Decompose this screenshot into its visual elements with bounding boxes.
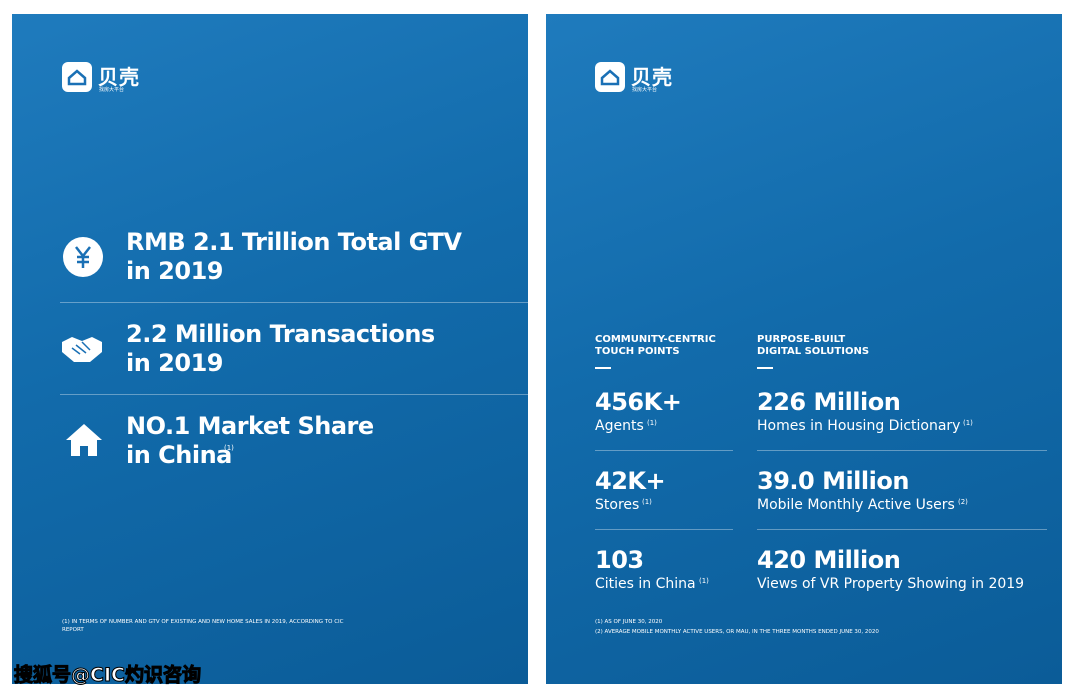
divider [595, 529, 733, 530]
divider [757, 529, 1047, 530]
footnote-ref: (1) [224, 444, 234, 452]
yen-icon [63, 237, 103, 277]
right-panel: 贝壳 找房大平台 COMMUNITY-CENTRIC TOUCH POINTS 4… [546, 14, 1062, 684]
stat-label: Agents [595, 418, 644, 434]
footnote-ref: (1) [642, 498, 652, 506]
footnote: (1) IN TERMS OF NUMBER AND GTV OF EXISTI… [62, 619, 344, 633]
stat-value: 39.0 Million [757, 467, 909, 495]
divider [595, 450, 733, 451]
item-line1: NO.1 Market Share [126, 412, 374, 440]
footnote-ref: (1) [699, 577, 709, 585]
item-line1: 2.2 Million Transactions [126, 320, 435, 348]
stat-label: Mobile Monthly Active Users [757, 497, 955, 513]
stat-label: Stores [595, 497, 640, 513]
footnote-ref: (1) [647, 419, 657, 427]
item-line2: in 2019 [126, 257, 223, 285]
column-header: PURPOSE-BUILT DIGITAL SOLUTIONS [757, 334, 870, 357]
house-icon [66, 424, 102, 456]
handshake-icon [62, 337, 102, 362]
stat-value: 456K+ [595, 388, 682, 416]
logo-tagline: 找房大平台 [99, 87, 125, 93]
footnote-ref: (2) [958, 498, 968, 506]
stat-columns: COMMUNITY-CENTRIC TOUCH POINTS 456K+ Agent… [546, 14, 1062, 684]
logo-name: 贝壳 [631, 65, 673, 89]
logo-icon [595, 62, 625, 92]
stat-value: 103 [595, 546, 644, 574]
footnote-ref: (1) [963, 419, 973, 427]
divider [757, 450, 1047, 451]
watermark: 搜狐号@CIC灼识咨询 [14, 664, 202, 687]
stat-label: Cities in China [595, 576, 696, 592]
footnote: (1) AS OF JUNE 30, 2020 [595, 619, 663, 625]
logo-name: 贝壳 [98, 65, 140, 89]
left-panel: 贝壳 找房大平台 RMB 2.1 Trillion Total GTV in 2… [12, 14, 528, 684]
logo-icon [62, 62, 92, 92]
divider [60, 302, 528, 303]
divider [60, 394, 528, 395]
stat-value: 42K+ [595, 467, 666, 495]
item-line2: in 2019 [126, 349, 223, 377]
stat-value: 226 Million [757, 388, 901, 416]
footnote: (2) AVERAGE MOBILE MONTHLY ACTIVE USERS,… [595, 629, 879, 635]
stat-label: Views of VR Property Showing in 2019 [757, 576, 1025, 592]
header-dash [757, 367, 773, 369]
item-line2: in China [126, 441, 232, 469]
stat-label: Homes in Housing Dictionary [757, 418, 961, 434]
stat-value: 420 Million [757, 546, 901, 574]
logo-tagline: 找房大平台 [632, 87, 658, 93]
column-header: COMMUNITY-CENTRIC TOUCH POINTS [595, 334, 716, 357]
header-dash [595, 367, 611, 369]
item-line1: RMB 2.1 Trillion Total GTV [126, 228, 462, 256]
